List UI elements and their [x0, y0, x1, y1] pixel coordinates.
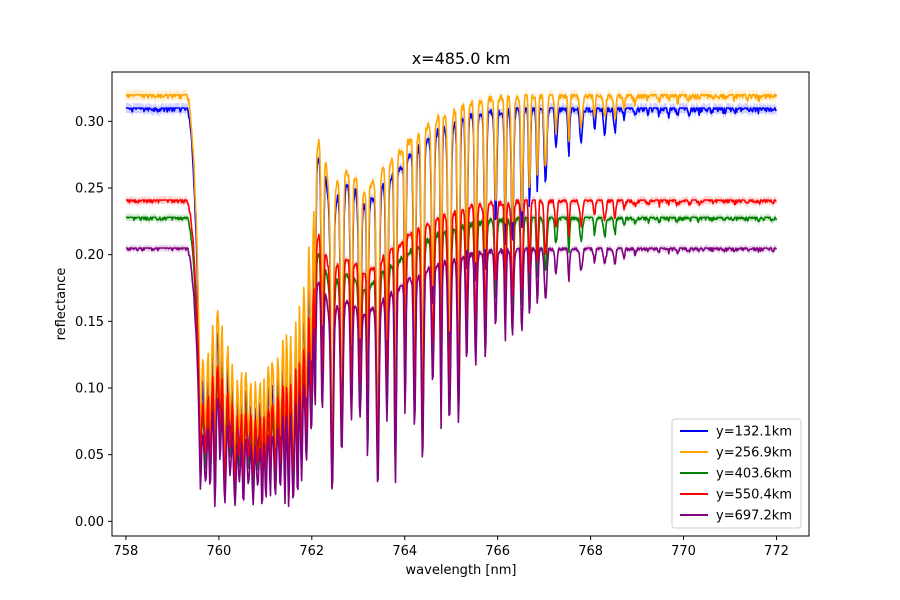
legend-label: y=132.1km — [716, 425, 792, 440]
x-tick-label: 768 — [578, 544, 603, 559]
legend-label: y=256.9km — [716, 446, 792, 461]
series-lines — [125, 93, 778, 508]
legend-label: y=697.2km — [716, 509, 792, 524]
y-tick-label: 0.30 — [75, 115, 104, 130]
legend-label: y=403.6km — [716, 467, 792, 482]
legend-box — [671, 418, 802, 529]
x-tick-label: 764 — [392, 544, 417, 559]
x-axis: 758 760 762 764 766 768 770 772 — [114, 536, 789, 559]
legend: y=132.1km y=256.9km y=403.6km y=550.4km y=69… — [671, 418, 802, 529]
x-tick-label: 766 — [485, 544, 510, 559]
x-tick-label: 770 — [671, 544, 696, 559]
y-axis-label: reflectance — [54, 268, 69, 341]
y-tick-label: 0.25 — [75, 182, 104, 197]
plot-area — [125, 89, 778, 510]
x-tick-label: 772 — [764, 544, 789, 559]
chart-title: x=485.0 km — [412, 49, 511, 68]
x-tick-label: 758 — [114, 544, 139, 559]
x-tick-label: 760 — [206, 544, 231, 559]
axes-frame — [111, 71, 810, 537]
y-axis: 0.00 0.05 0.10 0.15 0.20 0.25 0.30 — [75, 115, 112, 530]
y-tick-label: 0.20 — [75, 248, 104, 263]
y-tick-label: 0.05 — [75, 448, 104, 463]
y-tick-label: 0.00 — [75, 515, 104, 530]
y-tick-label: 0.10 — [75, 382, 104, 397]
series-line — [125, 247, 778, 508]
legend-label: y=550.4km — [716, 488, 792, 503]
x-tick-label: 762 — [299, 544, 324, 559]
x-axis-label: wavelength [nm] — [406, 563, 517, 578]
y-tick-label: 0.15 — [75, 315, 104, 330]
